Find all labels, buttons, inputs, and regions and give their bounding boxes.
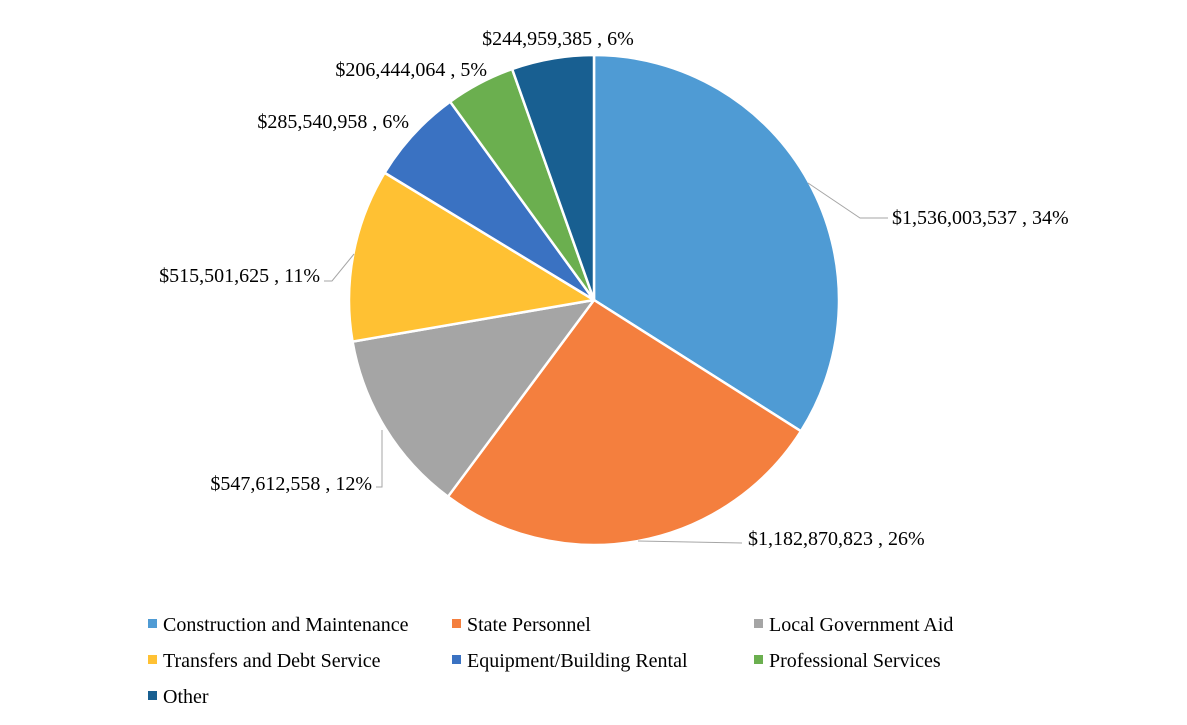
pie-slices [347,53,841,547]
legend-label-5: Equipment/Building Rental [467,650,688,672]
legend-swatch-1 [148,619,157,628]
data-label-6: $206,444,064 , 5% [335,59,487,81]
legend-label-1: Construction and Maintenance [163,614,409,636]
legend-item-1: Construction and Maintenance [148,614,409,636]
legend-label-3: Local Government Aid [769,614,953,636]
leader-line-3 [376,430,383,488]
leader-line-1 [807,182,888,219]
legend-swatch-2 [452,619,461,628]
legend-swatch-4 [148,655,157,664]
data-label-5: $285,540,958 , 6% [257,111,409,133]
data-label-1: $1,536,003,537 , 34% [892,207,1069,229]
data-label-2: $1,182,870,823 , 26% [748,528,925,550]
pie-slice-1 [592,53,841,433]
legend-item-2: State Personnel [452,614,591,636]
legend-label-7: Other [163,686,209,708]
pie-slice-7 [510,53,596,302]
legend: Construction and Maintenance State Person… [148,614,953,708]
data-label-7: $244,959,385 , 6% [482,28,634,50]
legend-item-4: Transfers and Debt Service [148,650,381,672]
legend-item-7: Other [148,686,209,708]
leader-line-2 [637,540,743,544]
leader-lines [324,182,888,544]
legend-label-6: Professional Services [769,650,941,672]
legend-swatch-7 [148,691,157,700]
legend-item-3: Local Government Aid [754,614,953,636]
legend-item-5: Equipment/Building Rental [452,650,688,672]
data-label-3: $547,612,558 , 12% [210,473,372,495]
data-label-4: $515,501,625 , 11% [159,265,320,287]
legend-swatch-6 [754,655,763,664]
legend-label-4: Transfers and Debt Service [163,650,381,672]
legend-swatch-5 [452,655,461,664]
legend-item-6: Professional Services [754,650,941,672]
data-labels: $1,536,003,537 , 34% $1,182,870,823 , 26%… [159,28,1069,550]
legend-label-2: State Personnel [467,614,591,636]
pie-slice-3 [351,298,596,498]
legend-swatch-3 [754,619,763,628]
leader-line-4 [324,253,355,282]
